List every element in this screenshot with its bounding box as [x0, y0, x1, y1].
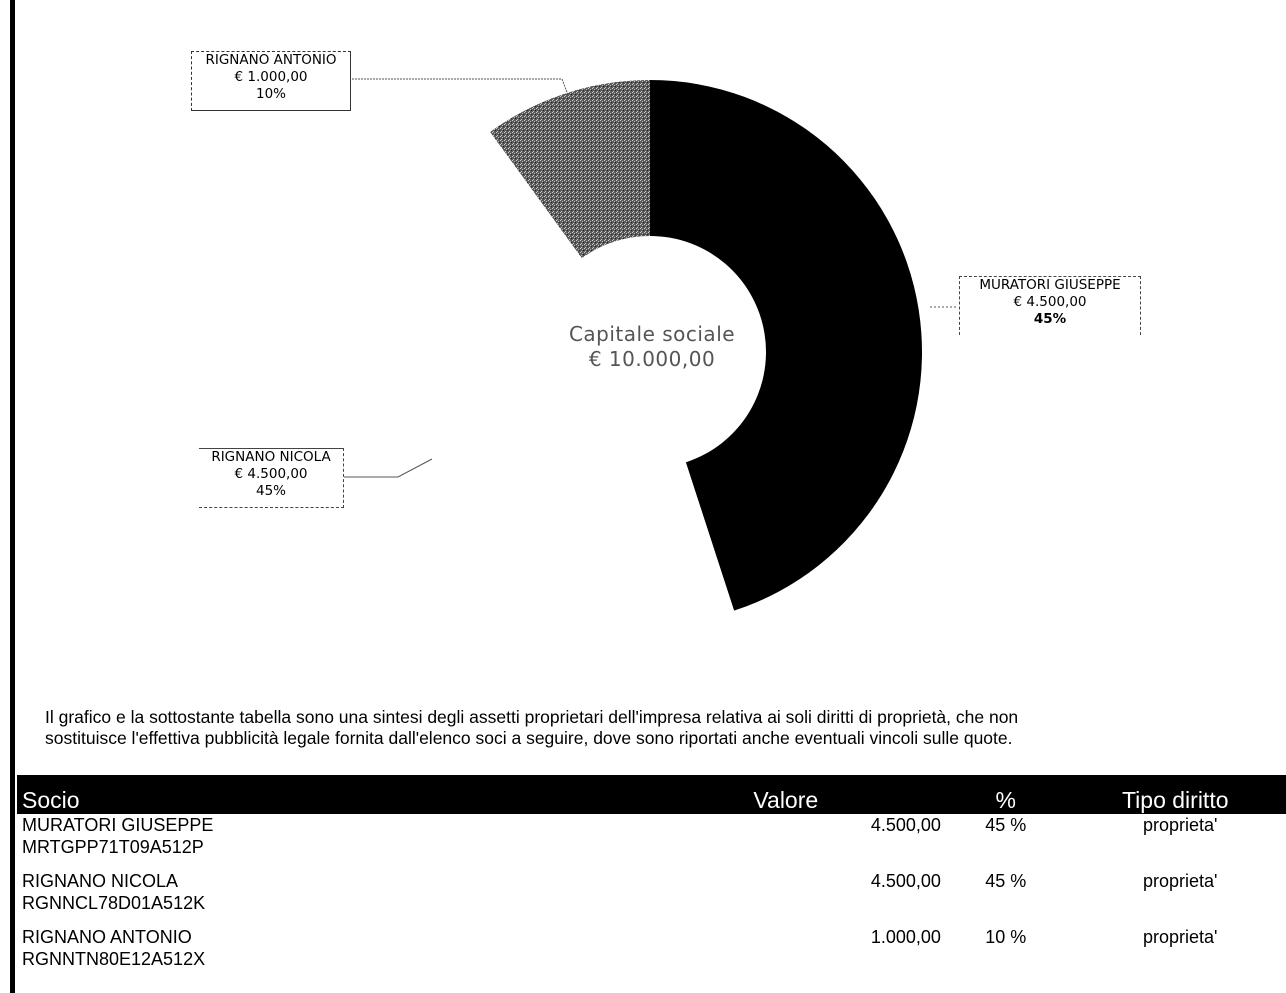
shareholder-tax-code: RGNNTN80E12A512X	[22, 949, 206, 969]
leader-lines	[344, 78, 958, 478]
shareholders-table: Socio Valore % Tipo diritto MURATORI GIU…	[17, 775, 1286, 982]
shareholder-name: RIGNANO NICOLA	[22, 871, 179, 891]
donut-slice-rignano-nicola	[378, 131, 735, 624]
cell-valore: 1.000,00	[870, 927, 941, 947]
callout-percent: 45%	[255, 483, 286, 499]
cell-tipo-diritto: proprieta'	[1143, 815, 1218, 835]
callout-percent: 10%	[255, 86, 286, 102]
leader-line-antonio	[352, 78, 569, 96]
callout-amount: € 4.500,00	[1013, 294, 1087, 310]
left-border-rule	[10, 0, 15, 993]
callout-name: RIGNANO ANTONIO	[205, 52, 337, 68]
donut-svg	[344, 78, 958, 624]
table-row: RIGNANO NICOLA RGNNCL78D01A512K 4.500,00…	[17, 870, 1286, 926]
shareholder-tax-code: RGNNCL78D01A512K	[22, 893, 206, 913]
cell-socio: RIGNANO NICOLA RGNNCL78D01A512K	[17, 870, 663, 926]
cell-percent: 45 %	[985, 815, 1027, 835]
table-header-row: Socio Valore % Tipo diritto	[17, 775, 1286, 814]
cell-socio: RIGNANO ANTONIO RGNNTN80E12A512X	[17, 926, 663, 982]
callout-rignano-nicola: RIGNANO NICOLA € 4.500,00 45%	[199, 448, 344, 508]
header-percent: %	[995, 787, 1016, 813]
cell-valore: 4.500,00	[870, 871, 941, 891]
table-row: RIGNANO ANTONIO RGNNTN80E12A512X 1.000,0…	[17, 926, 1286, 982]
note-line-1: Il grafico e la sottostante tabella sono…	[45, 707, 1019, 727]
cell-socio: MURATORI GIUSEPPE MRTGPP71T09A512P	[17, 814, 663, 870]
center-title: Capitale sociale	[568, 322, 736, 346]
callout-muratori-giuseppe: MURATORI GIUSEPPE € 4.500,00 45%	[959, 276, 1141, 335]
shareholder-name: RIGNANO ANTONIO	[22, 927, 192, 947]
donut-slice-rignano-antonio	[490, 80, 650, 259]
callout-percent: 45%	[1033, 311, 1067, 327]
leader-line-nicola	[344, 458, 433, 478]
shareholder-name: MURATORI GIUSEPPE	[22, 815, 214, 835]
header-socio: Socio	[22, 787, 80, 813]
donut-slices	[378, 80, 922, 624]
callout-rignano-antonio: RIGNANO ANTONIO € 1.000,00 10%	[191, 51, 351, 111]
donut-slice-muratori-giuseppe	[650, 80, 922, 611]
cell-tipo-diritto: proprieta'	[1143, 927, 1218, 947]
cell-valore: 4.500,00	[870, 815, 941, 835]
callout-name: RIGNANO NICOLA	[211, 449, 331, 465]
cell-percent: 45 %	[985, 871, 1027, 891]
note-line-2: sostituisce l'effettiva pubblicità legal…	[45, 728, 1013, 748]
header-tipo-diritto: Tipo diritto	[1121, 787, 1229, 813]
disclaimer-note: Il grafico e la sottostante tabella sono…	[45, 707, 1275, 749]
header-valore: Valore	[753, 787, 819, 813]
center-value: € 10.000,00	[588, 347, 716, 371]
cell-percent: 10 %	[985, 927, 1027, 947]
table-row: MURATORI GIUSEPPE MRTGPP71T09A512P 4.500…	[17, 814, 1286, 870]
callout-amount: € 1.000,00	[234, 69, 308, 85]
shareholder-tax-code: MRTGPP71T09A512P	[22, 837, 204, 857]
callout-name: MURATORI GIUSEPPE	[979, 277, 1121, 293]
cell-tipo-diritto: proprieta'	[1143, 871, 1218, 891]
callout-amount: € 4.500,00	[234, 466, 308, 482]
donut-center-label: Capitale sociale € 10.000,00	[520, 322, 784, 372]
ownership-donut-chart: RIGNANO ANTONIO € 1.000,00 10% MURATORI …	[191, 51, 1141, 624]
